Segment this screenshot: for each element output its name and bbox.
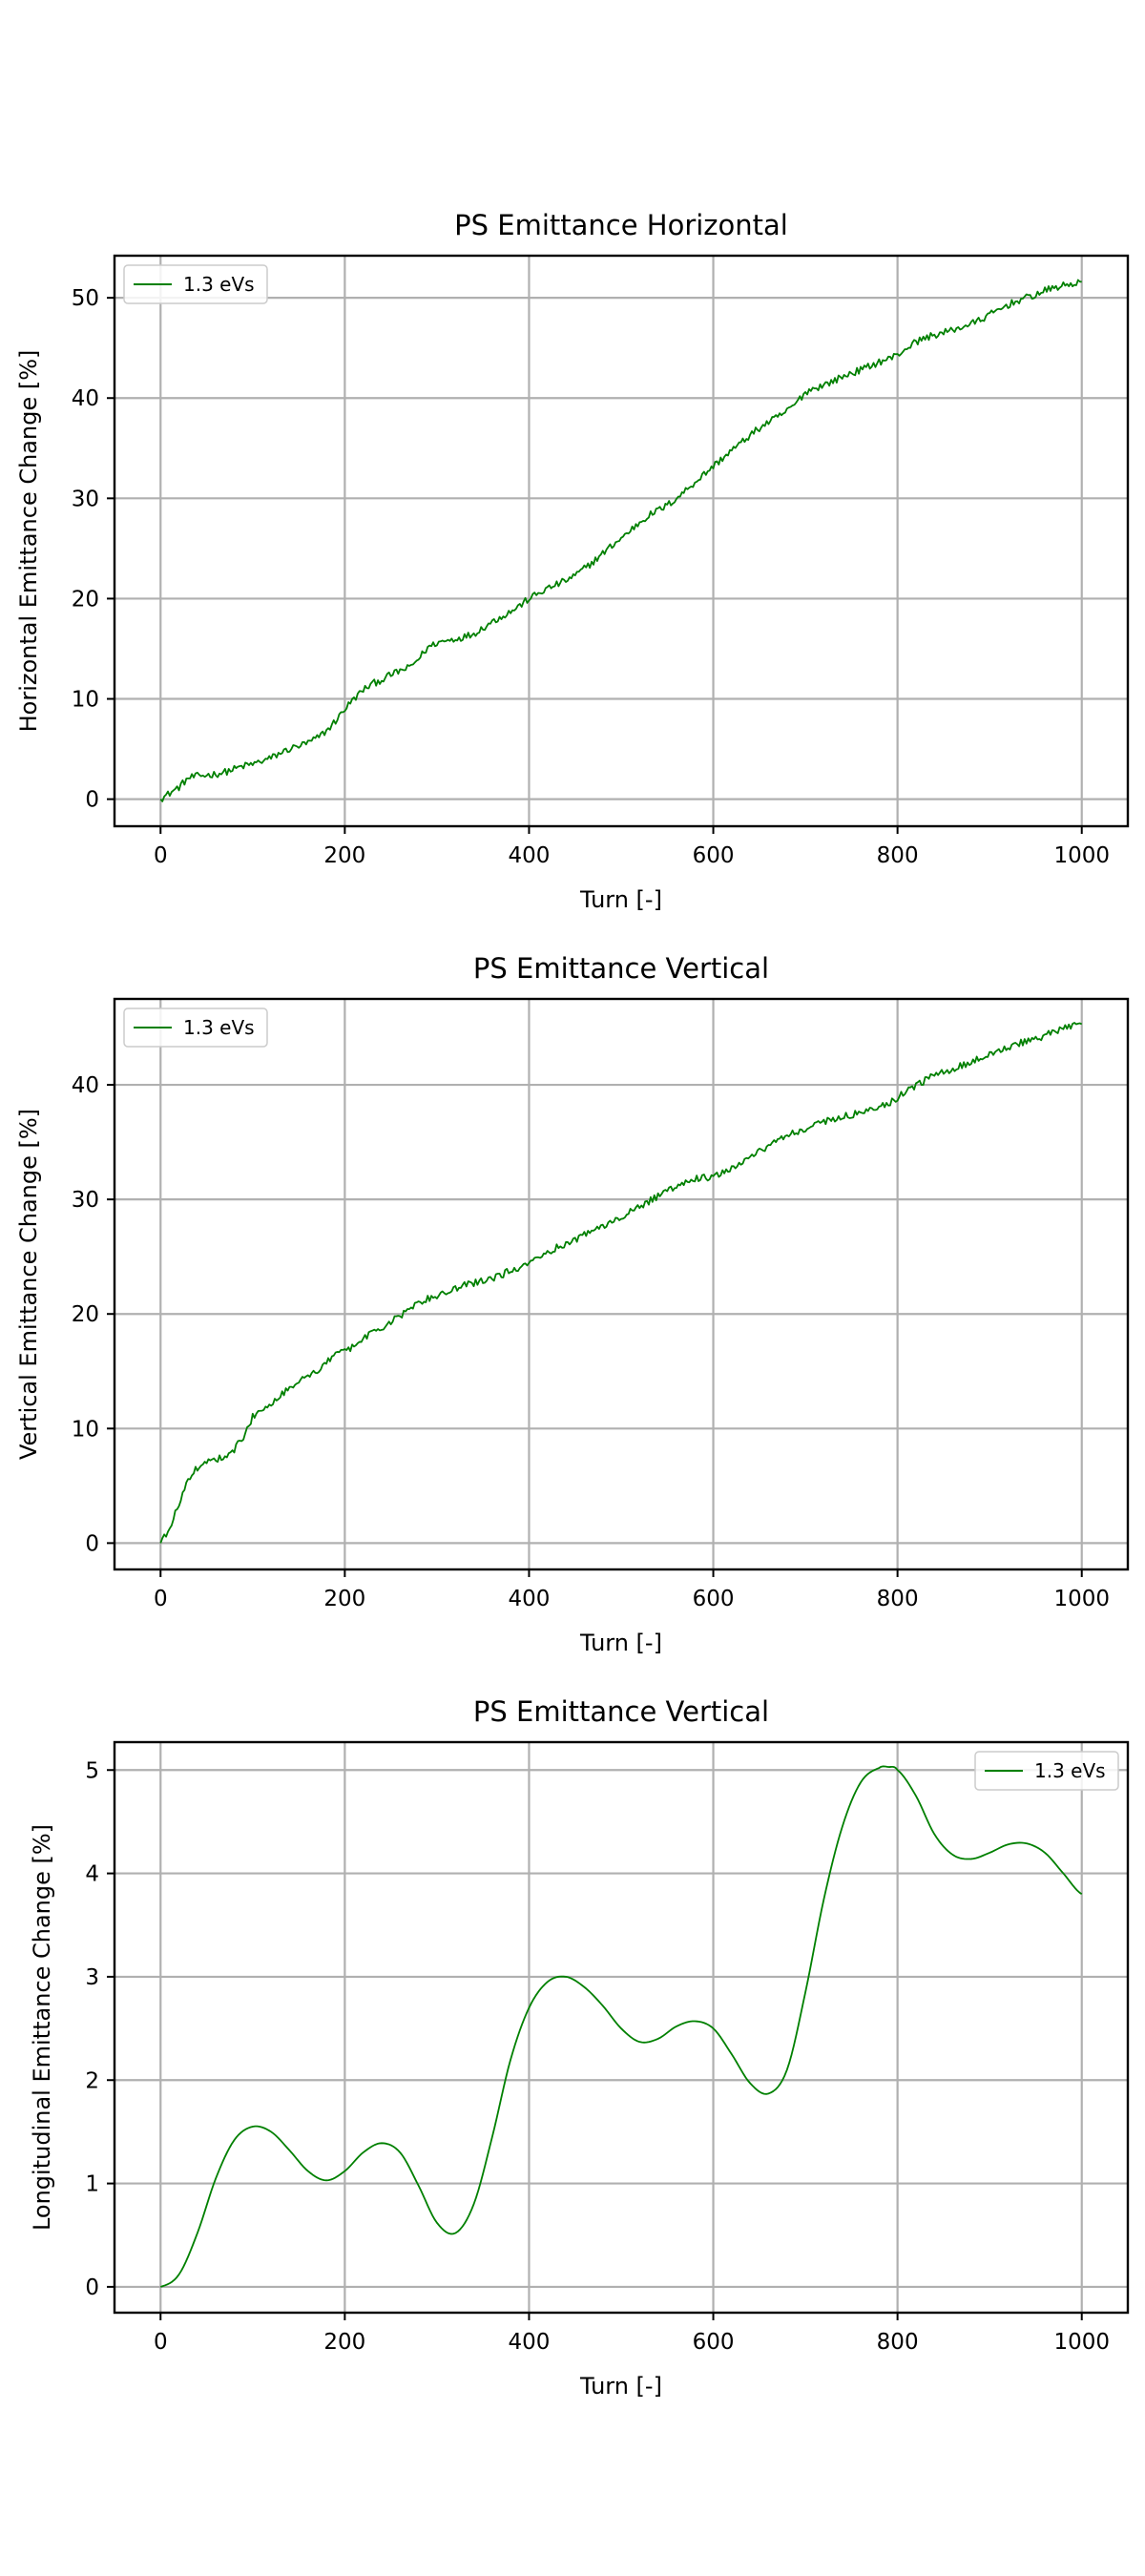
y-tick-label: 4 <box>85 1862 99 1887</box>
y-axis-label: Longitudinal Emittance Change [%] <box>29 1824 55 2231</box>
x-axis-label: Turn [-] <box>579 886 662 913</box>
y-tick-label: 3 <box>85 1965 99 1990</box>
x-tick-label: 0 <box>154 1587 168 1611</box>
legend-box <box>123 1008 268 1048</box>
x-tick-label: 200 <box>323 1587 365 1611</box>
y-tick-label: 10 <box>72 688 99 713</box>
y-tick-label: 0 <box>85 1531 99 1556</box>
y-tick-label: 10 <box>72 1417 99 1442</box>
y-tick-label: 1 <box>85 2172 99 2197</box>
y-axis-label: Horizontal Emittance Change [%] <box>15 350 42 733</box>
chart-panel-2: 0 200 400 600 800 1000 0 10 20 30 40 PS Emittance V… <box>15 952 1130 1656</box>
series-line <box>159 279 1082 802</box>
y-tick-label: 30 <box>72 1188 99 1213</box>
legend: 1.3 eVs <box>974 1751 1119 1791</box>
y-axis-label: Vertical Emittance Change [%] <box>15 1109 42 1460</box>
x-tick-label: 400 <box>509 843 551 868</box>
x-tick-label: 400 <box>509 1587 551 1611</box>
y-tick-label: 40 <box>72 1073 99 1098</box>
x-tick-label: 1000 <box>1053 843 1110 868</box>
y-tick-label: 5 <box>85 1758 99 1783</box>
x-tick-label: 1000 <box>1053 2330 1110 2355</box>
legend-label: 1.3 eVs <box>183 1016 255 1039</box>
axes-frame <box>113 997 1130 1571</box>
legend-label: 1.3 eVs <box>1034 1759 1106 1782</box>
legend: 1.3 eVs <box>123 264 268 304</box>
x-tick-label: 0 <box>154 2330 168 2355</box>
x-axis-label: Turn [-] <box>579 2373 662 2399</box>
x-tick-label: 800 <box>877 2330 919 2355</box>
axes-frame <box>113 1740 1130 2315</box>
chart-title: PS Emittance Vertical <box>473 952 769 985</box>
axes-frame <box>113 254 1130 828</box>
y-tick-label: 2 <box>85 2068 99 2093</box>
x-tick-label: 200 <box>323 843 365 868</box>
y-tick-label: 30 <box>72 487 99 511</box>
legend-box <box>974 1751 1119 1791</box>
chart-panel-1: 0 200 400 600 800 1000 0 10 20 30 40 50 PS Emittance… <box>15 209 1130 913</box>
x-tick-label: 600 <box>693 1587 735 1611</box>
y-tick-label: 50 <box>72 286 99 311</box>
legend: 1.3 eVs <box>123 1008 268 1048</box>
legend-box <box>123 264 268 304</box>
x-axis-label: Turn [-] <box>579 1630 662 1656</box>
y-tick-label: 40 <box>72 386 99 411</box>
x-tick-label: 800 <box>877 1587 919 1611</box>
legend-label: 1.3 eVs <box>183 273 255 296</box>
x-tick-label: 0 <box>154 843 168 868</box>
x-tick-label: 600 <box>693 2330 735 2355</box>
x-tick-label: 800 <box>877 843 919 868</box>
y-tick-label: 0 <box>85 2275 99 2300</box>
y-tick-label: 20 <box>72 587 99 612</box>
series-line <box>159 1765 1083 2288</box>
series-line <box>159 1022 1083 1544</box>
x-tick-label: 200 <box>323 2330 365 2355</box>
y-tick-label: 20 <box>72 1302 99 1327</box>
chart-title: PS Emittance Vertical <box>473 1695 769 1728</box>
x-tick-label: 400 <box>509 2330 551 2355</box>
chart-panel-3: 0 200 400 600 800 1000 0 1 2 3 4 5 PS Emittance Vert… <box>29 1695 1130 2399</box>
y-tick-label: 0 <box>85 788 99 813</box>
chart-title: PS Emittance Horizontal <box>454 209 788 241</box>
x-tick-label: 1000 <box>1053 1587 1110 1611</box>
x-tick-label: 600 <box>693 843 735 868</box>
